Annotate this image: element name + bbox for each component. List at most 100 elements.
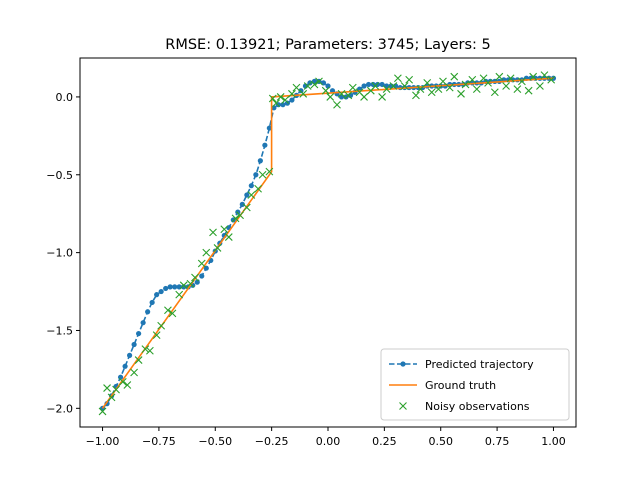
predicted-point: [266, 125, 272, 131]
noisy-observation-marker: [107, 393, 116, 402]
noisy-observation-marker: [202, 248, 211, 257]
noisy-observation-marker: [445, 83, 454, 92]
noisy-observation-marker: [292, 83, 301, 92]
noisy-observation-marker: [389, 82, 398, 90]
x-tick-label: 0.75: [485, 435, 510, 448]
predicted-point: [365, 81, 372, 88]
noisy-observation-marker: [439, 77, 447, 86]
noisy-observation-marker: [400, 82, 409, 90]
ground-truth-line: [101, 77, 554, 409]
noisy-observation-marker: [157, 321, 166, 330]
predicted-point: [163, 285, 169, 292]
noisy-observation-marker: [247, 191, 256, 199]
noisy-observation-marker: [231, 214, 240, 223]
noisy-observation-marker: [299, 89, 308, 98]
noisy-observation-marker: [220, 225, 229, 234]
noisy-observation-marker: [321, 86, 330, 95]
noisy-observation-marker: [288, 89, 296, 98]
noisy-observation-marker: [130, 368, 138, 377]
predicted-point: [289, 97, 295, 103]
predicted-point: [131, 341, 137, 348]
predicted-point: [149, 299, 155, 306]
noisy-observation-marker: [276, 93, 285, 101]
noisy-observation-marker: [168, 309, 177, 318]
legend-predicted-label: Predicted trajectory: [425, 358, 534, 371]
noisy-observation-marker: [547, 75, 556, 84]
predicted-point: [248, 183, 254, 189]
y-tick-label: −1.0: [46, 247, 73, 260]
noisy-observation-marker: [524, 86, 533, 95]
noisy-observation-marker: [457, 89, 465, 98]
noisy-observation-marker: [281, 96, 290, 104]
noisy-observation-marker: [326, 93, 335, 101]
y-tick-label: −0.5: [46, 169, 73, 182]
predicted-point: [262, 142, 268, 148]
noisy-observation-marker: [265, 167, 274, 176]
noisy-observation-marker: [468, 75, 477, 84]
noisy-observation-marker: [529, 72, 538, 81]
predicted-point: [361, 83, 367, 89]
x-tick-label: −1.00: [86, 435, 120, 448]
noisy-observation-marker: [333, 100, 341, 109]
y-tick-label: −1.5: [46, 324, 73, 337]
predicted-point: [284, 100, 291, 106]
predicted-point: [154, 292, 160, 298]
legend-box: [380, 348, 570, 421]
noisy-observation-marker: [213, 244, 222, 252]
noisy-observation-marker: [303, 82, 312, 90]
noisy-observation-marker: [378, 93, 386, 101]
noisy-observation-marker: [123, 381, 132, 389]
x-tick-label: −0.75: [142, 435, 176, 448]
noisy-observation-marker: [337, 89, 346, 98]
noisy-observation-marker: [394, 74, 402, 83]
x-tick-label: 1.00: [541, 435, 566, 448]
noisy-observation-marker: [344, 91, 353, 100]
predicted-point: [235, 209, 241, 215]
x-axis: −1.00 −0.75 −0.50 −0.25 0.00 0.25 0.50 0.75 1.00: [86, 427, 566, 448]
noisy-observation-marker: [434, 85, 443, 94]
noisy-observation-marker: [164, 306, 172, 315]
predicted-point: [199, 273, 205, 279]
noisy-observation-marker: [152, 331, 161, 340]
predicted-point: [145, 309, 151, 315]
noisy-observation-marker: [98, 407, 107, 416]
predicted-point: [181, 284, 187, 290]
noisy-observation-marker: [461, 80, 470, 89]
noisy-observation-marker: [112, 385, 120, 394]
noisy-observation-marker: [146, 346, 154, 355]
legend-noisy-label: Noisy observations: [425, 400, 530, 413]
x-tick-label: −0.25: [255, 435, 289, 448]
noisy-observation-marker: [175, 290, 184, 299]
noisy-observation-marker: [186, 279, 195, 288]
noisy-observation-marker: [513, 85, 522, 94]
noisy-observation-marker: [518, 77, 526, 86]
noisy-observation-marker: [371, 82, 380, 90]
noisy-observation-marker: [495, 72, 504, 81]
predicted-point: [298, 88, 304, 94]
predicted-point: [253, 172, 259, 178]
noisy-observation-marker: [427, 88, 436, 97]
noisy-observation-marker: [141, 345, 150, 354]
noisy-observation-marker: [540, 71, 549, 80]
noisy-observation-marker: [224, 233, 233, 241]
noisy-observation-marker: [310, 80, 319, 89]
noisy-observation-marker: [236, 211, 244, 220]
noisy-observation-marker: [536, 82, 544, 90]
predicted-point: [136, 330, 142, 337]
noisy-observation-marker: [382, 85, 391, 94]
legend-truth-label: Ground truth: [425, 379, 496, 392]
x-tick-label: −0.50: [198, 435, 232, 448]
legend-predicted-marker: [400, 361, 406, 367]
predicted-point: [127, 352, 133, 358]
x-tick-label: 0.00: [316, 435, 341, 448]
noisy-observation-marker: [490, 88, 499, 97]
noisy-observation-marker: [416, 85, 425, 94]
noisy-observation-marker: [258, 170, 267, 179]
noisy-observation-marker: [197, 259, 206, 268]
x-tick-label: 0.50: [428, 435, 453, 448]
noisy-observation-marker: [134, 356, 143, 364]
predicted-point: [167, 284, 173, 290]
y-axis: 0.0 −0.5 −1.0 −1.5 −2.0: [46, 91, 80, 415]
